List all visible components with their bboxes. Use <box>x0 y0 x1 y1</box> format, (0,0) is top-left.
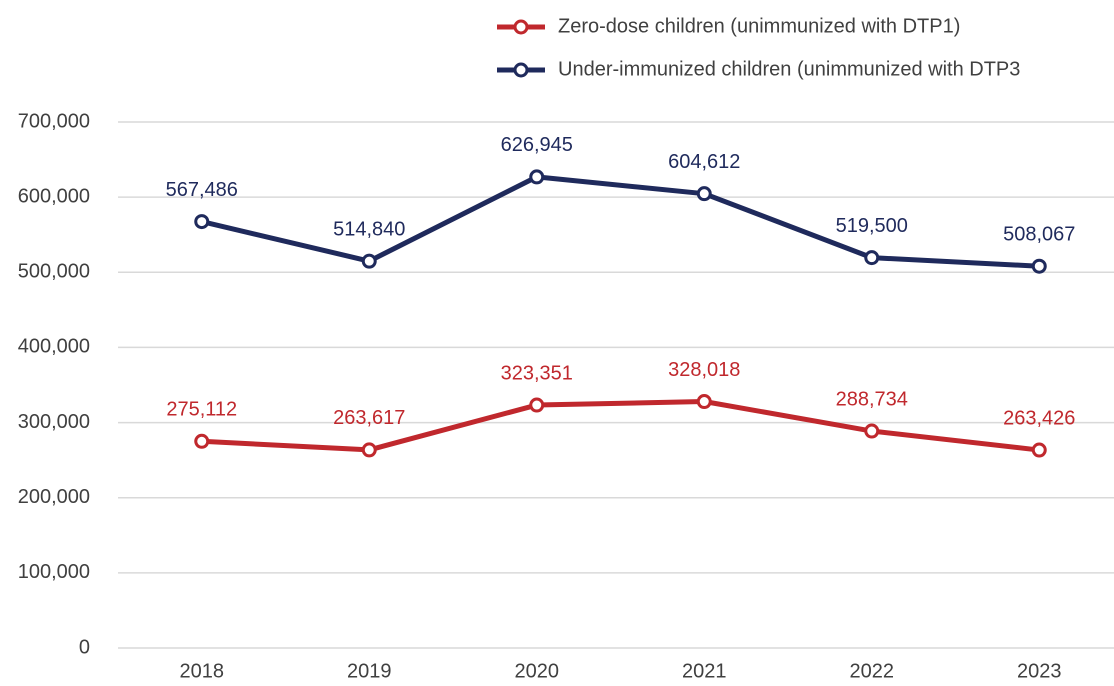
data-point <box>1031 442 1047 458</box>
y-tick-label: 200,000 <box>18 486 90 508</box>
series-line <box>201 399 1040 453</box>
y-tick-label: 500,000 <box>18 261 90 283</box>
data-point <box>864 423 880 439</box>
y-tick-label: 700,000 <box>18 110 90 132</box>
data-label: 626,945 <box>501 134 573 156</box>
series-line <box>201 174 1040 269</box>
data-label: 514,840 <box>333 218 405 240</box>
data-label: 519,500 <box>836 215 908 237</box>
data-label: 263,617 <box>333 407 405 429</box>
data-label: 508,067 <box>1003 224 1075 246</box>
data-point <box>194 433 210 449</box>
y-tick-label: 400,000 <box>18 336 90 358</box>
data-point <box>361 253 377 269</box>
data-point <box>529 397 545 413</box>
data-label: 567,486 <box>166 179 238 201</box>
data-point <box>529 169 545 185</box>
data-point <box>696 186 712 202</box>
data-label: 328,018 <box>668 359 740 381</box>
x-tick-label: 2022 <box>850 660 895 682</box>
y-tick-label: 100,000 <box>18 561 90 583</box>
data-label: 323,351 <box>501 362 573 384</box>
y-tick-label: 0 <box>79 636 90 658</box>
legend-marker <box>513 62 529 78</box>
legend-label: Under-immunized children (unimmunized wi… <box>558 58 1020 80</box>
x-tick-label: 2018 <box>180 660 225 682</box>
data-point <box>194 214 210 230</box>
legend-label: Zero-dose children (unimmunized with DTP… <box>558 15 960 37</box>
data-label: 263,426 <box>1003 407 1075 429</box>
data-point <box>696 394 712 410</box>
data-point <box>1031 258 1047 274</box>
data-point <box>361 442 377 458</box>
data-point <box>864 250 880 266</box>
legend-marker <box>513 19 529 35</box>
y-tick-label: 600,000 <box>18 185 90 207</box>
y-tick-label: 300,000 <box>18 411 90 433</box>
x-tick-label: 2023 <box>1017 660 1062 682</box>
x-tick-label: 2019 <box>347 660 392 682</box>
data-label: 604,612 <box>668 151 740 173</box>
x-tick-label: 2020 <box>515 660 560 682</box>
data-label: 275,112 <box>166 399 237 421</box>
x-tick-label: 2021 <box>682 660 727 682</box>
data-label: 288,734 <box>836 388 908 410</box>
